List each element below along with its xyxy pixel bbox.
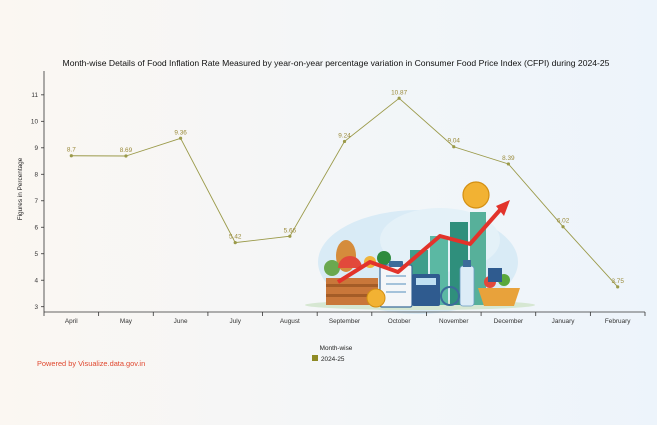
x-tick-label: October	[388, 318, 412, 325]
y-tick-label: 11	[31, 92, 38, 99]
data-point[interactable]	[452, 145, 456, 149]
x-tick-label: June	[174, 318, 188, 325]
data-label: 5.66	[284, 227, 297, 234]
y-ticks: 3 4 5 6 7 8 9 10 11	[31, 92, 44, 311]
data-label: 5.42	[229, 234, 242, 241]
data-label: 3.75	[611, 278, 624, 285]
chart-title: Month-wise Details of Food Inflation Rat…	[63, 58, 610, 68]
legend-swatch[interactable]	[312, 355, 318, 361]
y-tick-label: 8	[34, 171, 38, 178]
legend-entry-2024-25[interactable]: 2024-25	[321, 356, 345, 363]
y-tick-label: 9	[34, 145, 38, 152]
data-point[interactable]	[397, 96, 401, 100]
y-axis-title: Figures in Percentage	[17, 157, 24, 220]
x-tick-label: July	[230, 318, 242, 325]
data-label: 9.04	[448, 138, 461, 145]
x-tick-label: January	[552, 318, 576, 325]
data-point[interactable]	[616, 285, 620, 289]
data-label: 8.69	[120, 147, 133, 154]
data-point[interactable]	[233, 241, 237, 245]
data-label: 8.39	[502, 155, 515, 162]
y-tick-label: 5	[34, 251, 38, 258]
x-tick-label: May	[120, 318, 133, 325]
data-point[interactable]	[69, 154, 73, 158]
grocery-illustration	[305, 181, 535, 314]
data-label: 10.87	[391, 89, 407, 96]
data-point[interactable]	[342, 139, 347, 144]
y-tick-label: 7	[34, 198, 38, 205]
x-tick-label: February	[605, 318, 631, 325]
data-label: 9.36	[174, 129, 187, 136]
x-tick-label: August	[280, 318, 300, 325]
y-tick-label: 6	[34, 224, 38, 231]
data-labels: 8.7 8.69 9.36 5.42 5.66 9.24 10.87 9.04 8.39 6.02…	[67, 89, 624, 285]
data-point[interactable]	[124, 154, 128, 158]
data-points	[69, 96, 620, 289]
x-ticks: April May June July August September October No…	[43, 312, 646, 325]
y-tick-label: 4	[34, 277, 38, 284]
data-point[interactable]	[506, 162, 511, 166]
y-tick-label: 3	[34, 304, 38, 311]
x-tick-label: September	[329, 318, 361, 325]
data-label: 8.7	[67, 147, 76, 154]
y-tick-label: 10	[31, 119, 39, 126]
data-point[interactable]	[288, 234, 292, 238]
data-point[interactable]	[178, 136, 183, 140]
data-label: 9.24	[338, 132, 351, 139]
data-point[interactable]	[561, 225, 565, 229]
powered-by-link[interactable]: Powered by Visualize.data.gov.in	[37, 359, 146, 368]
legend-title: Month-wise	[320, 345, 353, 352]
x-tick-label: November	[439, 318, 469, 325]
data-label: 6.02	[557, 218, 570, 225]
x-tick-label: April	[65, 318, 78, 325]
x-tick-label: December	[494, 318, 524, 325]
